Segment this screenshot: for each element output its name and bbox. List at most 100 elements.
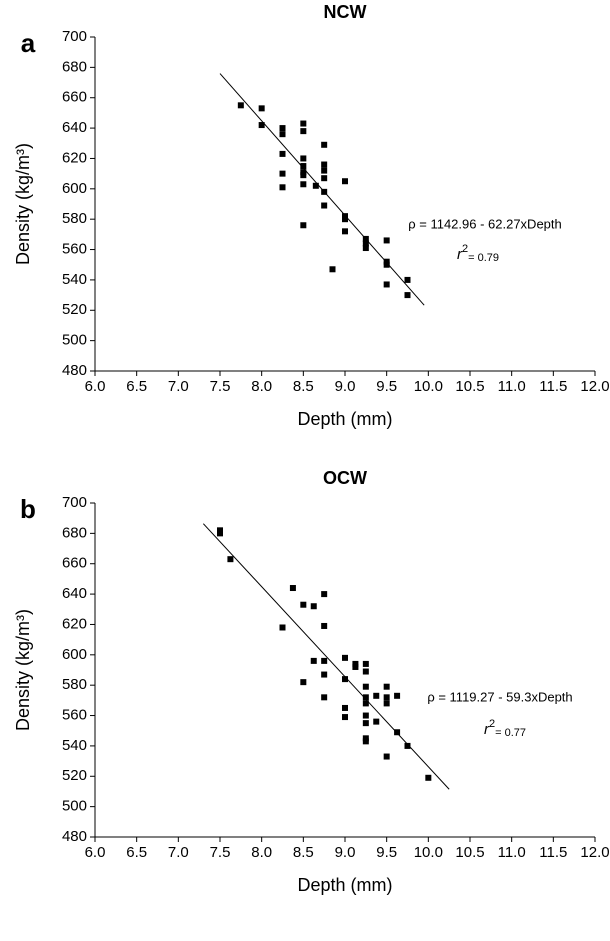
x-tick-label: 11.0 <box>498 844 526 861</box>
point <box>321 175 328 182</box>
x-tick-label: 9.5 <box>376 844 397 861</box>
y-tick-label: 520 <box>62 301 87 318</box>
point <box>310 657 317 664</box>
point <box>352 660 359 667</box>
y-tick-label: 500 <box>62 798 87 815</box>
x-tick-label: 9.0 <box>335 844 356 861</box>
y-tick-label: 700 <box>62 494 87 511</box>
point <box>217 530 223 537</box>
point <box>342 704 348 711</box>
point <box>279 184 286 191</box>
point <box>362 240 369 247</box>
x-tick-label: 8.5 <box>293 378 314 395</box>
x-tick-label: 10.0 <box>414 378 443 395</box>
r-squared: r2= 0.77 <box>484 718 526 739</box>
y-tick-label: 640 <box>62 119 87 136</box>
r-label: r <box>484 721 490 738</box>
point <box>300 163 307 170</box>
point <box>383 261 390 268</box>
point <box>279 131 286 138</box>
x-tick-label: 6.0 <box>85 378 106 395</box>
point <box>300 679 307 686</box>
point <box>321 141 328 148</box>
r-sup: 2 <box>489 718 495 730</box>
point <box>362 683 369 690</box>
point <box>383 258 390 265</box>
y-tick-label: 540 <box>62 737 87 754</box>
point <box>321 161 328 168</box>
y-tick-label: 620 <box>62 149 87 166</box>
point <box>362 735 369 742</box>
point <box>362 668 369 675</box>
equation: ρ = 1142.96 - 62.27xDepth <box>408 216 562 231</box>
x-tick-label: 7.5 <box>210 378 231 395</box>
point <box>373 718 380 725</box>
x-tick-label: 8.0 <box>251 378 272 395</box>
point <box>362 738 369 745</box>
y-tick-label: 660 <box>62 89 87 106</box>
y-tick-label: 560 <box>62 241 87 258</box>
x-tick-label: 10.5 <box>455 378 484 395</box>
point <box>258 122 265 129</box>
point <box>300 120 307 127</box>
point <box>404 742 411 749</box>
point <box>227 556 234 563</box>
r-label: r <box>457 246 463 263</box>
point <box>342 178 348 185</box>
panel-label: b <box>20 494 36 524</box>
point <box>362 720 369 727</box>
x-tick-label: 11.0 <box>498 378 526 395</box>
point <box>404 292 411 299</box>
point <box>362 694 369 701</box>
point <box>342 714 348 721</box>
x-tick-label: 10.5 <box>455 844 484 861</box>
y-tick-label: 660 <box>62 555 87 572</box>
point <box>321 188 328 195</box>
point <box>342 228 348 235</box>
x-tick-label: 7.0 <box>168 378 189 395</box>
point <box>258 105 265 112</box>
point <box>383 281 390 288</box>
y-tick-label: 700 <box>62 28 87 45</box>
point <box>404 276 411 283</box>
y-tick-label: 520 <box>62 767 87 784</box>
x-tick-label: 9.0 <box>335 378 356 395</box>
x-tick-label: 10.0 <box>414 844 443 861</box>
x-tick-label: 12.0 <box>580 378 609 395</box>
point <box>217 527 223 534</box>
equation: ρ = 1119.27 - 59.3xDepth <box>427 689 572 704</box>
point <box>279 125 286 132</box>
point <box>362 712 369 719</box>
point <box>321 167 328 174</box>
point <box>383 683 390 690</box>
point <box>352 663 359 670</box>
y-tick-label: 620 <box>62 615 87 632</box>
point <box>362 245 369 252</box>
x-tick-label: 6.0 <box>85 844 106 861</box>
point <box>362 700 369 707</box>
y-tick-label: 600 <box>62 646 87 663</box>
point <box>321 694 328 701</box>
point <box>300 181 307 188</box>
x-tick-label: 8.0 <box>251 844 272 861</box>
y-axis-label: Density (kg/m³) <box>13 143 33 265</box>
point <box>300 222 307 229</box>
x-tick-label: 7.5 <box>210 844 231 861</box>
point <box>312 182 319 189</box>
y-tick-label: 580 <box>62 676 87 693</box>
point <box>321 622 328 629</box>
x-tick-label: 11.5 <box>539 844 567 861</box>
r-value: = 0.79 <box>468 252 499 264</box>
x-tick-label: 8.5 <box>293 844 314 861</box>
x-tick-label: 7.0 <box>168 844 189 861</box>
panel-label: a <box>21 28 36 58</box>
point <box>362 235 369 242</box>
x-tick-label: 11.5 <box>539 378 567 395</box>
y-tick-label: 640 <box>62 585 87 602</box>
point <box>300 601 307 608</box>
y-tick-label: 480 <box>62 828 87 845</box>
point <box>237 102 244 109</box>
point <box>342 213 348 220</box>
x-tick-label: 6.5 <box>126 378 147 395</box>
